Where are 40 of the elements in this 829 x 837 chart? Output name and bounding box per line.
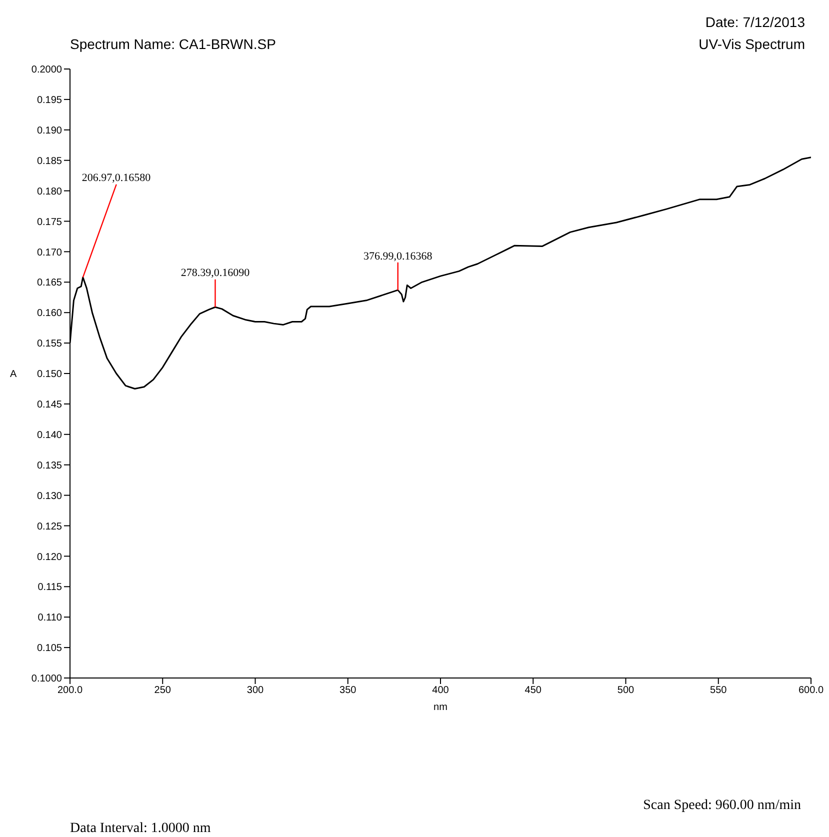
x-tick-label: 250 — [154, 685, 172, 696]
y-tick-label: 0.195 — [36, 95, 62, 106]
x-tick-label: 500 — [617, 685, 635, 696]
y-tick-label: 0.145 — [36, 400, 62, 410]
text: Data Interval: 1.0000 nm — [70, 821, 211, 837]
y-tick-label: 0.2000 — [31, 64, 62, 76]
y-tick-label: 0.155 — [36, 338, 62, 350]
y-tick-label: 0.185 — [36, 156, 62, 167]
text: Scan Speed: 960.00 nm/min — [643, 798, 801, 814]
x-tick-label: 300 — [246, 685, 264, 696]
x-tick-label: 550 — [710, 685, 728, 696]
annotation: 278.39,0.16090 — [180, 267, 250, 280]
y-tick-label: 0.110 — [38, 612, 62, 624]
chart-title: Spectrum Name: CA1-BRWN.SP — [70, 36, 276, 52]
y-tick-label: 0.115 — [38, 582, 62, 594]
y-tick-label: 0.170 — [36, 247, 62, 258]
x-tick-label: 200.0 — [57, 685, 83, 696]
x-tick-label: 400 — [432, 685, 450, 696]
y-tick-label: 0.1000 — [31, 674, 62, 685]
y-tick-label: 0.165 — [36, 278, 62, 289]
annotation: 376.99,0.16368 — [364, 250, 433, 262]
text: UV-Vis Spectrum — [698, 36, 805, 52]
y-tick-label: 0.130 — [36, 490, 62, 502]
y-tick-label: 0.125 — [36, 521, 62, 532]
y-tick-label: 0.190 — [36, 125, 62, 136]
y-tick-label: 0.140 — [36, 430, 62, 441]
x-tick-label: 450 — [524, 685, 542, 696]
y-tick-label: 0.135 — [36, 460, 62, 472]
y-axis-title: A — [10, 369, 17, 380]
y-tick-label: 0.105 — [36, 643, 62, 654]
y-tick-label: 0.175 — [36, 216, 62, 228]
y-tick-label: 0.150 — [36, 369, 62, 380]
y-tick-label: 0.160 — [36, 308, 62, 320]
annotation: 206.97,0.16580 — [82, 172, 152, 184]
x-axis-title: nm — [434, 702, 448, 713]
x-tick-label: 600.0 — [798, 685, 824, 696]
y-tick-label: 0.180 — [36, 186, 62, 198]
x-tick-label: 350 — [340, 685, 357, 696]
y-tick-label: 0.120 — [36, 552, 62, 563]
text: Date: 7/12/2013 — [705, 14, 805, 30]
